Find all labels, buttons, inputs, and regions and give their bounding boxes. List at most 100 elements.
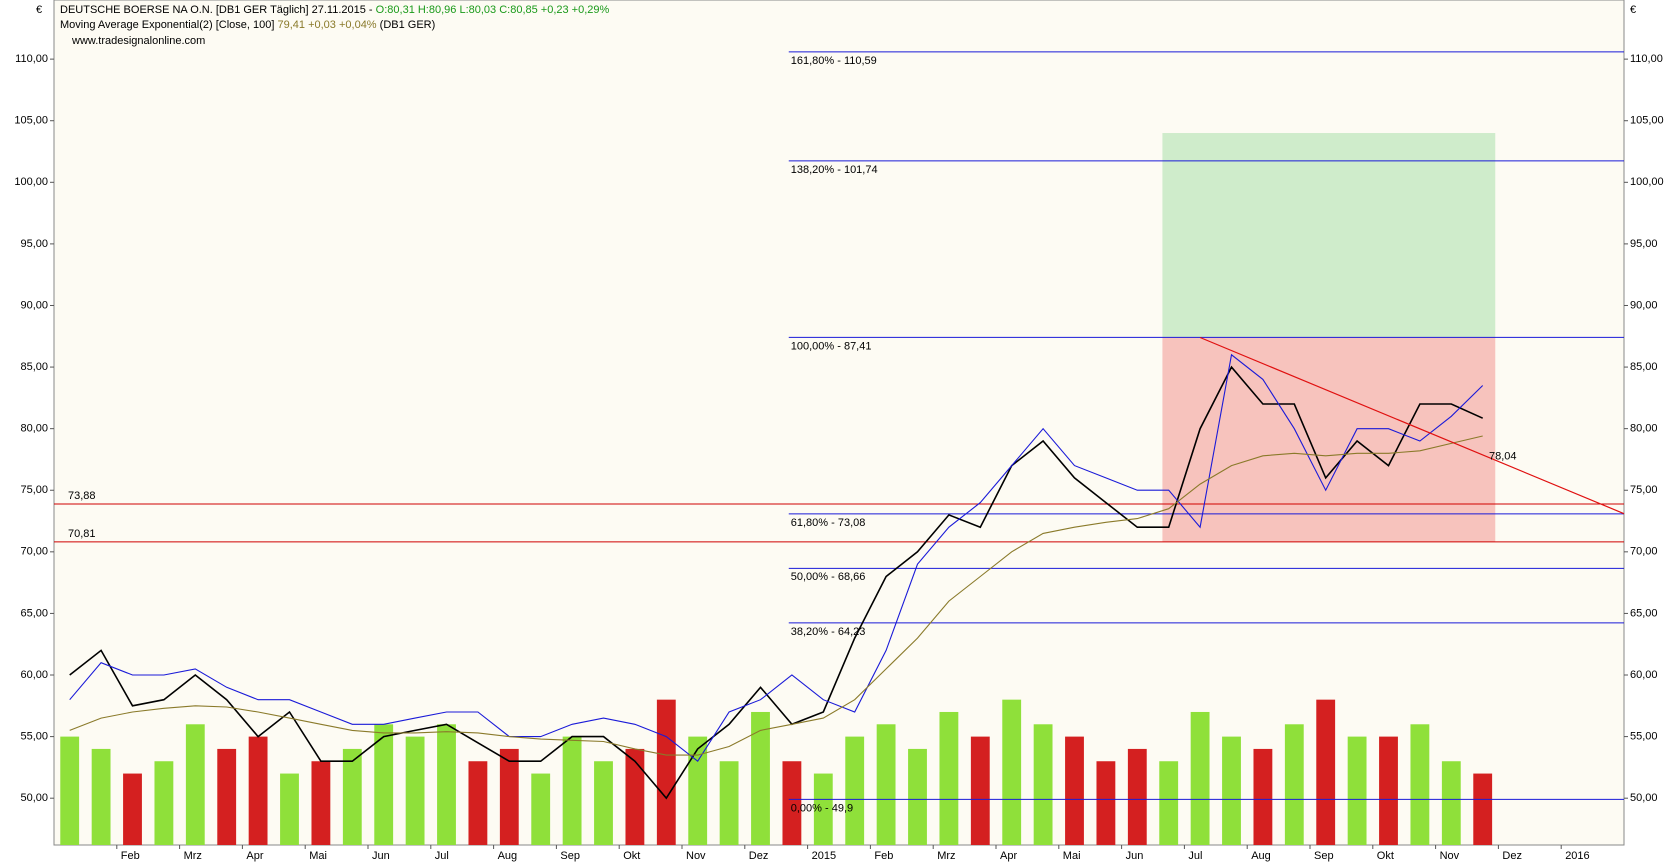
volume-bar — [60, 736, 80, 845]
red-level-label: 73,88 — [68, 490, 96, 502]
y-tick-label: 50,00 — [20, 792, 48, 804]
trendline — [1199, 336, 1625, 515]
series-line — [69, 435, 1483, 756]
currency-right: € — [1630, 4, 1636, 16]
x-tick-label: Nov — [1440, 850, 1460, 862]
y-tick-label-right: 80,00 — [1630, 423, 1658, 435]
volume-bar — [1316, 699, 1336, 845]
x-tick-label: Mrz — [937, 850, 955, 862]
volume-bar — [1096, 761, 1116, 845]
fib-level-label: 50,00% - 68,66 — [791, 571, 866, 583]
volume-bar — [1473, 773, 1493, 845]
volume-bar — [1222, 736, 1241, 845]
volume-bar — [311, 761, 331, 845]
fib-level-label: 61,80% - 73,08 — [791, 517, 866, 529]
y-tick-label-right: 95,00 — [1630, 238, 1658, 250]
fib-level-label: 138,20% - 101,74 — [791, 164, 878, 176]
x-tick-label: Nov — [686, 850, 706, 862]
x-tick-label: Apr — [1000, 850, 1017, 862]
x-tick-label: Dez — [749, 850, 769, 862]
x-tick-label: Sep — [560, 850, 580, 862]
volume-bar — [719, 761, 739, 845]
volume-bar — [1033, 724, 1053, 845]
volume-bar — [1284, 724, 1304, 845]
volume-bar — [437, 724, 456, 845]
volume-bar — [1379, 736, 1398, 845]
x-tick-label: Okt — [623, 850, 640, 862]
volume-bar — [248, 736, 268, 845]
x-tick-label: Dez — [1502, 850, 1522, 862]
series-line — [69, 365, 1484, 800]
volume-bar — [782, 761, 802, 845]
x-tick-label: 2016 — [1565, 850, 1589, 862]
y-tick-label-right: 55,00 — [1630, 731, 1658, 743]
volume-bar — [1002, 699, 1022, 845]
volume-bar — [1441, 761, 1461, 845]
y-tick-label: 85,00 — [20, 361, 48, 373]
volume-bar — [845, 736, 865, 845]
header-ohlc: O:80,31 H:80,96 L:80,03 C:80,85 +0,23 +0… — [376, 4, 610, 16]
y-tick-label-right: 70,00 — [1630, 546, 1658, 558]
y-tick-label: 60,00 — [20, 669, 48, 681]
x-tick-label: Feb — [121, 850, 140, 862]
volume-bar — [280, 773, 299, 845]
volume-bar — [594, 761, 613, 845]
volume-bar — [468, 761, 488, 845]
y-tick-label: 95,00 — [20, 238, 48, 250]
zone — [1162, 337, 1496, 542]
volume-bar — [405, 736, 425, 845]
header-indicator: Moving Average Exponential(2) [Close, 10… — [60, 19, 274, 31]
x-tick-label: Aug — [498, 850, 518, 862]
y-tick-label: 70,00 — [20, 546, 48, 558]
header-indicator-values: 79,41 +0,03 +0,04% — [278, 19, 377, 31]
volume-bar — [531, 773, 551, 845]
y-tick-label: 110,00 — [15, 53, 48, 65]
volume-bar — [908, 748, 927, 845]
header-title: DEUTSCHE BOERSE NA O.N. [DB1 GER Täglich… — [60, 4, 373, 16]
y-tick-label-right: 90,00 — [1630, 299, 1658, 311]
volume-bar — [939, 711, 959, 845]
y-tick-label: 75,00 — [20, 484, 48, 496]
y-tick-label-right: 85,00 — [1630, 361, 1658, 373]
header-source: www.tradesignalonline.com — [71, 35, 205, 47]
volume-bar — [1127, 748, 1147, 845]
x-tick-label: Jul — [435, 850, 449, 862]
y-tick-label-right: 65,00 — [1630, 607, 1658, 619]
volume-bar — [342, 748, 362, 845]
fib-level-label: 0,00% - 49,9 — [791, 802, 853, 814]
y-tick-label: 55,00 — [20, 731, 48, 743]
volume-bar — [1253, 748, 1273, 845]
series-line — [69, 353, 1484, 763]
header-line2: Moving Average Exponential(2) [Close, 10… — [60, 19, 435, 31]
zone — [1162, 133, 1496, 338]
y-tick-label-right: 75,00 — [1630, 484, 1658, 496]
x-tick-label: Sep — [1314, 850, 1334, 862]
volume-bar — [688, 736, 708, 845]
volume-bar — [1190, 711, 1210, 845]
y-tick-label: 80,00 — [20, 423, 48, 435]
y-tick-label-right: 105,00 — [1630, 115, 1664, 127]
fib-level-label: 161,80% - 110,59 — [791, 55, 877, 67]
y-tick-label-right: 110,00 — [1630, 53, 1663, 65]
trendline-label: 78,04 — [1489, 451, 1517, 463]
x-tick-label: Aug — [1251, 850, 1271, 862]
volume-bar — [876, 724, 896, 845]
y-tick-label: 65,00 — [20, 607, 48, 619]
x-tick-label: 2015 — [812, 850, 836, 862]
x-tick-label: Apr — [246, 850, 263, 862]
y-tick-label: 90,00 — [20, 299, 48, 311]
volume-bar — [1065, 736, 1084, 845]
volume-bar — [751, 711, 770, 845]
volume-bar — [185, 724, 205, 845]
volume-bar — [91, 748, 111, 845]
red-level-label: 70,81 — [68, 528, 96, 540]
x-tick-label: Jun — [1126, 850, 1144, 862]
volume-bar — [625, 748, 645, 845]
volume-bar — [1159, 761, 1179, 845]
x-tick-label: Mrz — [184, 850, 202, 862]
volume-bar — [154, 761, 174, 845]
y-tick-label-right: 60,00 — [1630, 669, 1658, 681]
header-indicator-suffix: (DB1 GER) — [380, 19, 436, 31]
volume-bar — [217, 748, 237, 845]
